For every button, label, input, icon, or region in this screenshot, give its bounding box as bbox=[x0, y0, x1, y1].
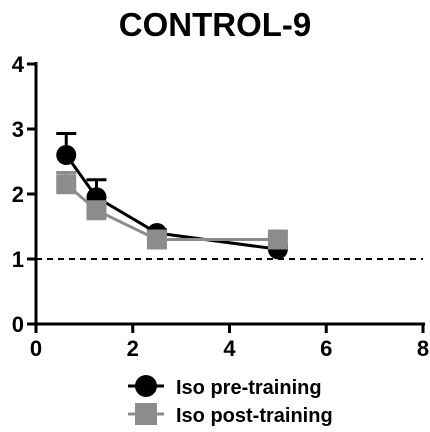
data-point bbox=[146, 229, 167, 250]
y-tick-label: 0 bbox=[12, 312, 24, 337]
x-tick-label: 4 bbox=[223, 336, 236, 361]
x-tick-label: 2 bbox=[127, 336, 139, 361]
legend-marker bbox=[135, 375, 157, 397]
x-tick-label: 8 bbox=[417, 336, 429, 361]
series-line bbox=[65, 183, 278, 241]
y-tick-label: 2 bbox=[12, 182, 24, 207]
y-tick-label: 3 bbox=[12, 117, 24, 142]
x-tick-label: 0 bbox=[30, 336, 42, 361]
chart-title: CONTROL-9 bbox=[118, 6, 312, 43]
data-point bbox=[56, 174, 77, 195]
legend-label: Iso post-training bbox=[176, 405, 333, 427]
series-line bbox=[65, 154, 279, 251]
y-tick-label: 4 bbox=[12, 52, 25, 77]
data-point bbox=[86, 200, 107, 221]
data-point bbox=[267, 229, 288, 250]
legend-label: Iso pre-training bbox=[176, 377, 322, 399]
legend-marker bbox=[135, 403, 157, 425]
y-tick-label: 1 bbox=[12, 247, 24, 272]
x-tick-label: 6 bbox=[320, 336, 332, 361]
data-point bbox=[56, 145, 77, 165]
